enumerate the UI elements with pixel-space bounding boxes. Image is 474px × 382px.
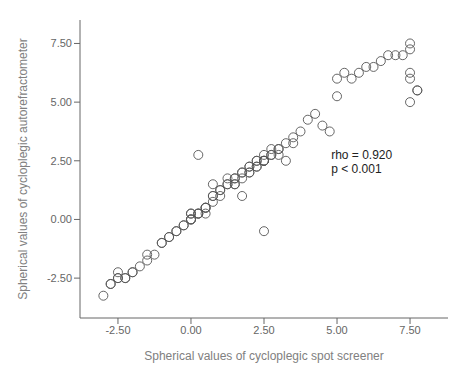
svg-text:2.50: 2.50: [51, 155, 72, 167]
svg-text:-2.50: -2.50: [105, 324, 130, 336]
svg-text:5.00: 5.00: [51, 96, 72, 108]
svg-text:7.50: 7.50: [399, 324, 420, 336]
svg-text:Spherical values of cycloplegi: Spherical values of cycloplegic autorefr…: [16, 38, 30, 299]
svg-text:5.00: 5.00: [326, 324, 347, 336]
svg-text:7.50: 7.50: [51, 37, 72, 49]
svg-text:rho = 0.920p < 0.001: rho = 0.920p < 0.001: [331, 148, 392, 176]
svg-text:2.50: 2.50: [253, 324, 274, 336]
svg-text:-2.50: -2.50: [47, 272, 72, 284]
svg-text:0.00: 0.00: [51, 213, 72, 225]
svg-text:0.00: 0.00: [180, 324, 201, 336]
svg-text:Spherical values of cycloplegi: Spherical values of cycloplegic spot scr…: [144, 349, 383, 363]
